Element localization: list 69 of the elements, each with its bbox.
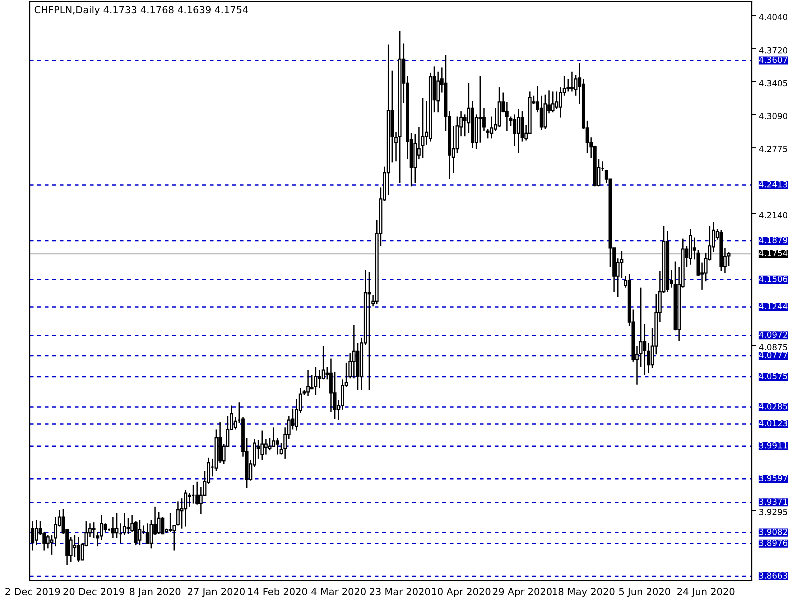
candlestick <box>184 490 188 528</box>
x-tick-label: 27 Jan 2020 <box>188 588 245 598</box>
chart-title: CHFPLN,Daily 4.1733 4.1768 4.1639 4.1754 <box>34 6 248 16</box>
ref-line-label: 3.9911 <box>760 442 788 449</box>
candlestick <box>111 516 115 539</box>
candlestick <box>516 108 520 154</box>
candlestick <box>264 438 268 456</box>
x-tick-label: 14 Feb 2020 <box>248 588 308 596</box>
ref-line-label: 4.1506 <box>759 276 788 282</box>
candlestick <box>260 430 264 461</box>
candlestick <box>196 481 200 506</box>
y-tick-label: 4.3090 <box>759 113 788 120</box>
ref-line-label: 3.9082 <box>760 528 788 536</box>
candlestick <box>544 94 548 130</box>
ref-line-label: 4.0972 <box>759 332 788 338</box>
x-tick-label: 5 Jun 2020 <box>619 588 670 598</box>
x-tick-label: 29 Apr 2020 <box>493 588 552 598</box>
candlestick <box>146 522 150 544</box>
ref-line-label: 4.0777 <box>759 352 788 358</box>
x-tick-label: 24 Jun 2020 <box>678 588 735 598</box>
candlestick <box>276 437 280 456</box>
ref-line-label: 4.1754 <box>759 250 788 256</box>
candlestick <box>314 366 318 396</box>
candlestick <box>318 370 322 389</box>
candlestick <box>352 324 356 380</box>
ref-line-label: 3.8976 <box>760 540 788 546</box>
candlestick <box>168 512 172 533</box>
x-tick-label: 20 Dec 2019 <box>64 588 124 596</box>
y-tick-label: 4.4040 <box>759 14 788 20</box>
candlestick <box>268 437 272 452</box>
ref-line-label: 4.2413 <box>759 181 788 188</box>
candlestick <box>73 534 77 558</box>
candlestick <box>126 518 130 535</box>
candlestick <box>421 97 425 160</box>
candlestick <box>566 78 570 92</box>
ref-line-label: 4.0285 <box>759 403 788 410</box>
candlestick <box>570 71 574 92</box>
x-tick-label: 23 Mar 2020 <box>370 588 430 596</box>
x-tick-label: 4 Mar 2020 <box>312 588 366 596</box>
ref-line-label: 4.3607 <box>759 56 788 64</box>
y-tick-label: 4.0875 <box>759 344 788 351</box>
candlestick <box>34 520 38 546</box>
y-tick-label: 4.2140 <box>759 212 788 219</box>
y-tick-label: 4.3720 <box>759 47 788 54</box>
x-tick-label: 10 Apr 2020 <box>432 588 491 598</box>
candlestick <box>77 536 80 563</box>
candlestick <box>138 520 142 546</box>
candlestick <box>478 75 482 144</box>
candlestick <box>555 91 559 110</box>
x-tick-label: 8 Jan 2020 <box>130 588 181 598</box>
candlestick <box>513 114 517 147</box>
ref-line-label: 3.9371 <box>760 498 788 506</box>
ref-line-label: 3.8663 <box>760 572 788 579</box>
candlestick <box>551 91 555 114</box>
y-tick-label: 3.9295 <box>760 509 788 516</box>
y-tick-label: 4.3405 <box>759 80 788 87</box>
candlestick <box>306 370 310 397</box>
ref-line-label: 3.9597 <box>760 475 788 482</box>
ref-line-label: 4.0575 <box>759 373 788 380</box>
candlestick <box>643 324 647 376</box>
x-tick-label: 18 May 2020 <box>553 588 615 598</box>
candlestick <box>689 228 692 266</box>
ref-line-label: 4.0123 <box>759 420 788 427</box>
candlestick <box>368 272 372 391</box>
x-tick-label: 2 Dec 2019 <box>6 588 60 596</box>
y-tick-label: 4.2775 <box>759 146 788 152</box>
ref-line-label: 4.1879 <box>759 237 788 244</box>
ref-line-label: 4.1244 <box>759 303 788 310</box>
candlestick <box>92 522 96 539</box>
